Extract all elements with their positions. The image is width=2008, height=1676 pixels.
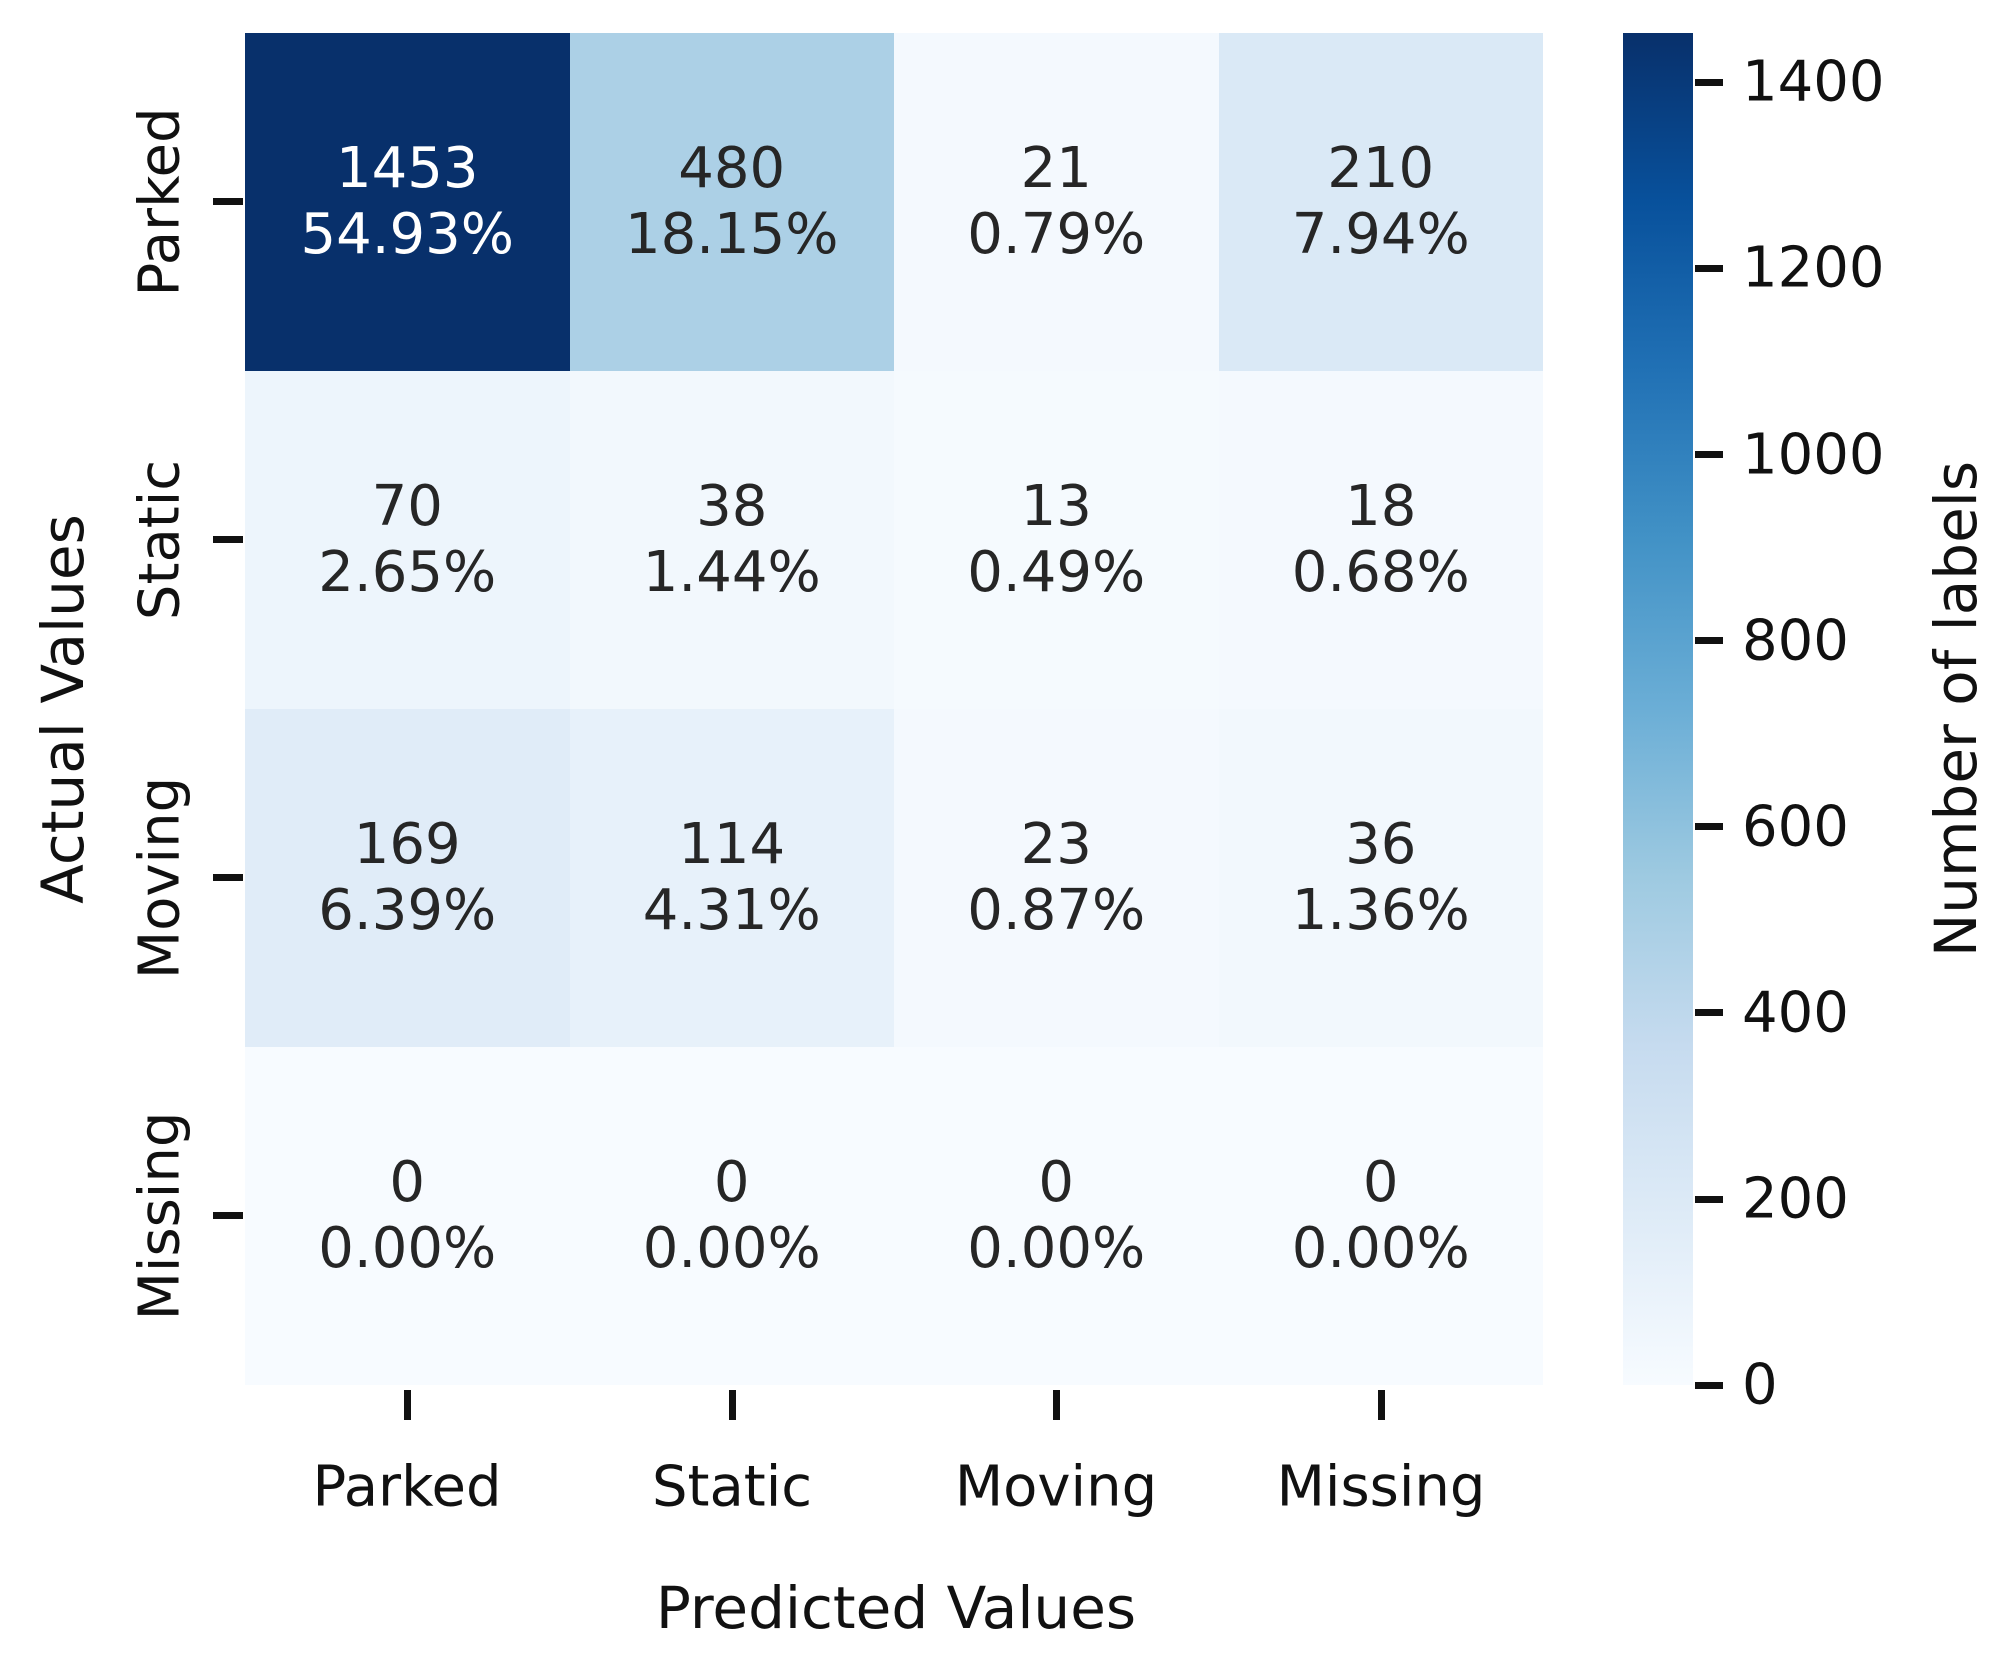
colorbar-tick-label: 1000	[1742, 422, 1885, 488]
heatmap-cell: 13 0.49%	[894, 371, 1219, 709]
colorbar-tick-mark	[1695, 1196, 1723, 1203]
colorbar-tick-mark	[1695, 637, 1723, 644]
heatmap-cell: 210 7.94%	[1218, 33, 1543, 371]
cell-count: 21	[1020, 135, 1092, 201]
x-tick-mark	[1378, 1390, 1385, 1420]
colorbar-tick-mark	[1695, 1009, 1723, 1016]
heatmap-cell: 0 0.00%	[894, 1047, 1219, 1385]
y-tick-label: Parked	[127, 107, 193, 297]
y-tick-mark	[213, 1212, 243, 1219]
colorbar-tick-mark	[1695, 451, 1723, 458]
cell-percent: 0.87%	[967, 878, 1146, 943]
x-tick-label: Missing	[1276, 1454, 1486, 1520]
cell-percent: 2.65%	[318, 540, 497, 605]
cell-count: 114	[678, 811, 786, 877]
heatmap-cell: 169 6.39%	[245, 709, 570, 1047]
colorbar-gradient	[1623, 33, 1693, 1385]
cell-percent: 0.00%	[967, 1216, 1146, 1281]
colorbar-tick-label: 1400	[1742, 49, 1885, 115]
colorbar-title: Number of labels	[1922, 460, 1990, 958]
heatmap-grid: 1453 54.93% 480 18.15% 21 0.79% 210 7.94…	[245, 33, 1543, 1385]
cell-percent: 6.39%	[318, 878, 497, 943]
cell-percent: 0.00%	[1291, 1216, 1470, 1281]
x-tick-label: Parked	[312, 1454, 502, 1520]
cell-count: 0	[1038, 1149, 1075, 1215]
cell-percent: 0.68%	[1291, 540, 1470, 605]
cell-count: 0	[713, 1149, 750, 1215]
cell-count: 210	[1327, 135, 1435, 201]
x-tick-mark	[404, 1390, 411, 1420]
x-axis-title: Predicted Values	[655, 1574, 1137, 1642]
heatmap-cell: 0 0.00%	[569, 1047, 894, 1385]
y-tick-mark	[213, 198, 243, 205]
y-axis-title: Actual Values	[29, 514, 97, 904]
colorbar-tick-label: 1200	[1742, 235, 1885, 301]
cell-count: 70	[371, 473, 443, 539]
colorbar-tick-label: 200	[1742, 1166, 1849, 1232]
cell-count: 480	[678, 135, 786, 201]
x-tick-mark	[1053, 1390, 1060, 1420]
heatmap-cell: 38 1.44%	[569, 371, 894, 709]
cell-count: 23	[1020, 811, 1092, 877]
heatmap-cell: 0 0.00%	[1218, 1047, 1543, 1385]
x-tick-mark	[729, 1390, 736, 1420]
heatmap-cell: 18 0.68%	[1218, 371, 1543, 709]
heatmap-cell: 1453 54.93%	[245, 33, 570, 371]
x-tick-label: Moving	[954, 1454, 1158, 1520]
y-tick-label: Missing	[127, 1111, 193, 1321]
cell-percent: 0.00%	[318, 1216, 497, 1281]
cell-percent: 0.00%	[642, 1216, 821, 1281]
cell-count: 0	[389, 1149, 426, 1215]
cell-percent: 4.31%	[642, 878, 821, 943]
heatmap-cell: 0 0.00%	[245, 1047, 570, 1385]
colorbar-tick-label: 800	[1742, 608, 1849, 674]
heatmap-cell: 21 0.79%	[894, 33, 1219, 371]
colorbar-tick-mark	[1695, 823, 1723, 830]
cell-percent: 0.79%	[967, 202, 1146, 267]
colorbar-tick-mark	[1695, 1382, 1723, 1389]
cell-percent: 7.94%	[1291, 202, 1470, 267]
x-tick-label: Static	[651, 1454, 813, 1520]
colorbar-tick-label: 0	[1742, 1352, 1778, 1418]
cell-percent: 0.49%	[967, 540, 1146, 605]
cell-percent: 1.36%	[1291, 878, 1470, 943]
cell-count: 0	[1362, 1149, 1399, 1215]
cell-count: 1453	[335, 135, 479, 201]
cell-count: 13	[1020, 473, 1092, 539]
heatmap-cell: 36 1.36%	[1218, 709, 1543, 1047]
cell-count: 36	[1345, 811, 1417, 877]
y-tick-label: Moving	[127, 776, 193, 980]
y-tick-mark	[213, 874, 243, 881]
cell-count: 169	[353, 811, 461, 877]
cell-percent: 54.93%	[300, 202, 515, 267]
y-tick-mark	[213, 536, 243, 543]
colorbar-tick-mark	[1695, 265, 1723, 272]
heatmap-cell: 23 0.87%	[894, 709, 1219, 1047]
colorbar-tick-label: 600	[1742, 794, 1849, 860]
y-tick-label: Static	[127, 459, 193, 621]
cell-percent: 1.44%	[642, 540, 821, 605]
heatmap-cell: 70 2.65%	[245, 371, 570, 709]
colorbar-tick-mark	[1695, 79, 1723, 86]
heatmap-cell: 480 18.15%	[569, 33, 894, 371]
cell-count: 18	[1345, 473, 1417, 539]
cell-count: 38	[696, 473, 768, 539]
colorbar-tick-label: 400	[1742, 980, 1849, 1046]
heatmap-cell: 114 4.31%	[569, 709, 894, 1047]
cell-percent: 18.15%	[624, 202, 839, 267]
